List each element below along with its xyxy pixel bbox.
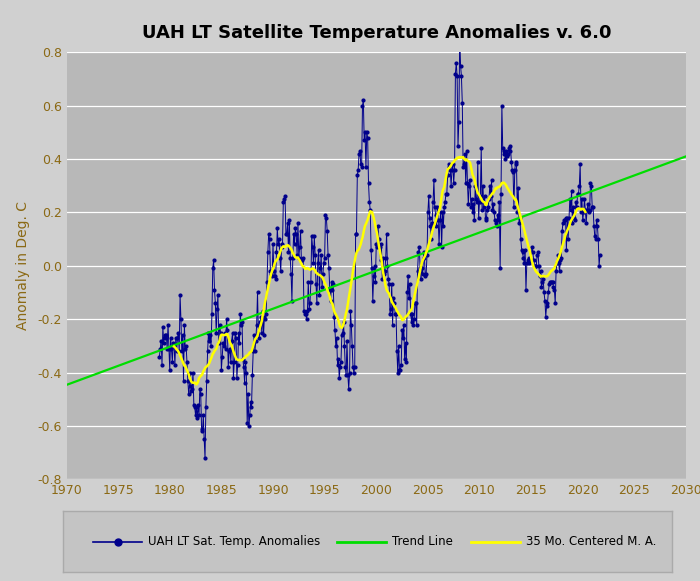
Text: 35 Mo. Centered M. A.: 35 Mo. Centered M. A. — [526, 535, 656, 548]
Y-axis label: Anomaly in Deg. C: Anomaly in Deg. C — [16, 201, 30, 331]
Text: UAH LT Sat. Temp. Anomalies: UAH LT Sat. Temp. Anomalies — [148, 535, 321, 548]
Title: UAH LT Satellite Temperature Anomalies v. 6.0: UAH LT Satellite Temperature Anomalies v… — [141, 24, 611, 42]
Text: Trend Line: Trend Line — [392, 535, 453, 548]
